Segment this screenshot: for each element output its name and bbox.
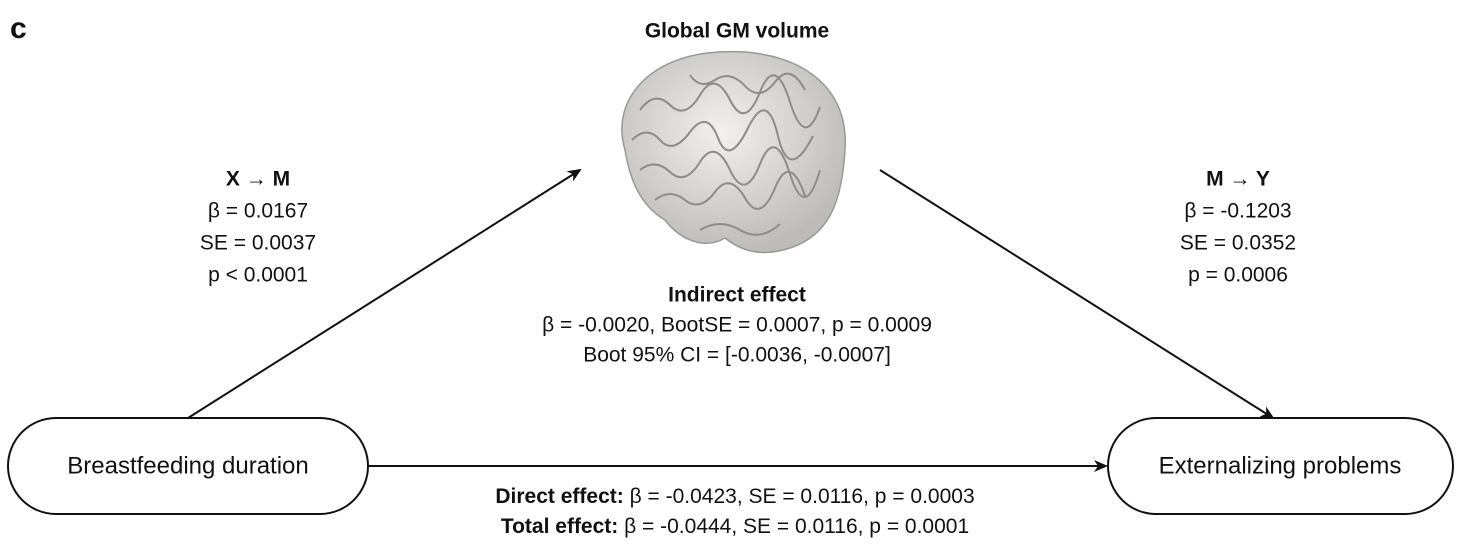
panel-label: c: [10, 12, 27, 45]
brain-image: [622, 52, 845, 253]
path-a-line: SE = 0.0037: [200, 232, 316, 255]
path-a-line: β = 0.0167: [208, 200, 308, 223]
diagram: c Global GM volume X → M β = 0.0167 SE =…: [0, 0, 1458, 544]
total-label: Total effect:: [501, 515, 618, 538]
path-a-title: X → M: [226, 168, 290, 191]
path-b-title: M → Y: [1206, 168, 1270, 191]
total-text: β = -0.0444, SE = 0.0116, p = 0.0001: [618, 515, 969, 538]
path-a-line: p < 0.0001: [208, 264, 308, 287]
total-effect: Total effect: β = -0.0444, SE = 0.0116, …: [501, 515, 969, 538]
direct-text: β = -0.0423, SE = 0.0116, p = 0.0003: [624, 485, 975, 508]
direct-label: Direct effect:: [495, 485, 623, 508]
indirect-line: β = -0.0020, BootSE = 0.0007, p = 0.0009: [542, 314, 932, 337]
direct-effect: Direct effect: β = -0.0423, SE = 0.0116,…: [495, 485, 974, 508]
node-label: Externalizing problems: [1159, 452, 1402, 479]
indirect-title: Indirect effect: [668, 284, 806, 307]
node-label: Breastfeeding duration: [67, 452, 309, 479]
indirect-line: Boot 95% CI = [-0.0036, -0.0007]: [583, 344, 891, 367]
path-b-line: β = -0.1203: [1184, 200, 1291, 223]
mediator-title: Global GM volume: [645, 20, 829, 43]
path-b-line: p = 0.0006: [1188, 264, 1288, 287]
path-b-line: SE = 0.0352: [1180, 232, 1296, 255]
